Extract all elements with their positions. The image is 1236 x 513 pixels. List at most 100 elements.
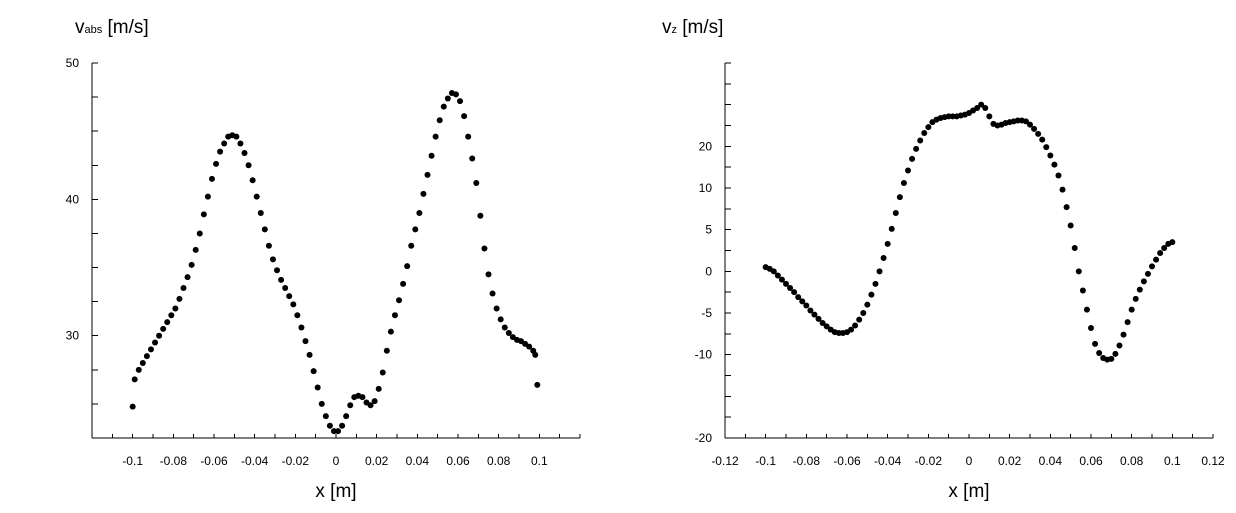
vz-y-tick-label: -10 xyxy=(695,348,713,362)
vabs-data-point xyxy=(339,422,346,429)
vz-data-point xyxy=(1067,222,1074,229)
vz-data-point xyxy=(1144,270,1151,277)
vabs-data-point xyxy=(302,338,309,345)
vabs-x-tick-label: -0.06 xyxy=(200,454,228,468)
vabs-data-point xyxy=(286,293,293,300)
vz-data-point xyxy=(1153,256,1160,263)
vz-data-point xyxy=(1063,204,1070,211)
vabs-data-point xyxy=(192,246,199,253)
vabs-data-point xyxy=(485,271,492,278)
vabs-data-point xyxy=(168,312,175,319)
vz-x-tick-label: 0 xyxy=(966,454,973,468)
vabs-data-point xyxy=(532,351,539,358)
vabs-data-point xyxy=(221,140,228,147)
vabs-data-point xyxy=(131,376,138,383)
vabs-data-point xyxy=(261,226,268,233)
vabs-data-point xyxy=(436,117,443,124)
vz-data-point xyxy=(783,280,789,287)
vabs-data-point xyxy=(213,160,220,167)
vz-data-point xyxy=(1059,186,1066,193)
vabs-data-point xyxy=(253,193,260,200)
vabs-data-point xyxy=(208,175,215,182)
vabs-x-tick-label: 0.06 xyxy=(446,454,470,468)
vz-data-point xyxy=(795,294,802,301)
vz-data-point xyxy=(1120,331,1127,338)
vz-x-tick-label: -0.02 xyxy=(915,454,943,468)
vz-data-point xyxy=(807,307,814,314)
vabs-y-axis-label: vabs [m/s] xyxy=(75,17,149,38)
vabs-data-point xyxy=(180,285,187,291)
vabs-data-point xyxy=(347,402,354,409)
vz-data-point xyxy=(888,225,895,232)
vz-y-tick-label: 5 xyxy=(705,223,712,237)
vz-data-point xyxy=(815,315,822,322)
vz-x-tick-label: 0.02 xyxy=(998,454,1022,468)
vz-x-tick-label: 0.04 xyxy=(1039,454,1063,468)
vabs-x-tick-label: -0.08 xyxy=(160,454,188,468)
vz-data-point xyxy=(774,272,781,279)
vabs-data-point xyxy=(461,113,468,120)
vz-data-point xyxy=(925,124,932,131)
vz-x-tick-label: 0.1 xyxy=(1164,454,1181,468)
vabs-data-point xyxy=(408,242,415,249)
vz-x-tick-label: -0.06 xyxy=(833,454,861,468)
vz-x-tick-label: 0.12 xyxy=(1201,454,1225,468)
vabs-data-point xyxy=(481,245,488,252)
vabs-data-point xyxy=(278,276,285,283)
vabs-data-point xyxy=(217,148,224,155)
vabs-data-point xyxy=(249,177,256,184)
vz-y-axis-label: vz [m/s] xyxy=(662,17,723,38)
vz-data-point xyxy=(778,276,785,283)
vz-data-point xyxy=(1128,306,1135,313)
vz-data-point xyxy=(1075,268,1082,275)
vabs-data-point xyxy=(526,343,533,350)
vz-axes: -20 -10 -5 0 5 10 20 -0.12 -0.1 -0.08 -0.06 -0.04 -0… xyxy=(695,62,1225,468)
vabs-data-point xyxy=(176,295,183,302)
vz-data-point xyxy=(1079,287,1086,294)
vabs-data-point xyxy=(477,212,484,219)
vz-data-point xyxy=(1157,250,1164,256)
vz-data-point xyxy=(986,113,993,120)
vz-data-point xyxy=(1047,152,1054,159)
vabs-data-point xyxy=(452,91,459,98)
vabs-data-point xyxy=(318,400,325,407)
vabs-data-point xyxy=(188,261,195,268)
vabs-data-point xyxy=(294,312,301,319)
vz-data-point xyxy=(1140,278,1147,285)
vz-y-tick-label: -5 xyxy=(701,306,712,320)
vz-data-point xyxy=(860,310,867,316)
vabs-data-point xyxy=(274,267,281,274)
vabs-data-point xyxy=(432,133,439,140)
vabs-data-point xyxy=(241,150,248,156)
vz-data-point xyxy=(917,137,924,144)
vz-data-point xyxy=(1031,125,1038,132)
vabs-data-point xyxy=(391,312,398,319)
vz-data-point xyxy=(1088,325,1094,331)
vz-data-point xyxy=(787,285,794,291)
vabs-y-tick-label: 30 xyxy=(66,329,80,343)
vabs-data-point xyxy=(204,193,211,200)
vz-data-point xyxy=(799,298,806,305)
vabs-data-point xyxy=(172,305,179,312)
vabs-data-point xyxy=(335,428,342,435)
vabs-x-tick-label: 0.08 xyxy=(487,454,511,468)
vabs-data-point xyxy=(139,360,146,366)
vz-data-point xyxy=(982,105,989,111)
vz-data-point xyxy=(978,101,985,108)
vz-data-point xyxy=(803,302,810,309)
vabs-data-point xyxy=(164,319,171,326)
vz-chart: vz [m/s] x [m] -20 -10 -5 0 5 10 20 -0.12 -0.1 -0… xyxy=(662,17,1225,502)
vabs-axes: 30 40 50 -0.1 -0.08 -0.06 -0.04 -0.02 0 0.02 0.04 0… xyxy=(66,56,581,468)
vz-data-point xyxy=(892,210,899,216)
vabs-data-point xyxy=(489,290,496,297)
vabs-data-point xyxy=(200,211,207,218)
vz-y-tick-label: 10 xyxy=(699,181,713,195)
vz-data-point xyxy=(819,320,826,326)
vz-data-point xyxy=(1035,130,1042,137)
vabs-data-point xyxy=(156,332,163,339)
vz-data-point xyxy=(913,145,920,152)
vz-data-point xyxy=(884,240,891,247)
vabs-data-point xyxy=(424,171,431,178)
vz-x-tick-label: -0.08 xyxy=(793,454,821,468)
vz-data-point xyxy=(876,268,883,275)
